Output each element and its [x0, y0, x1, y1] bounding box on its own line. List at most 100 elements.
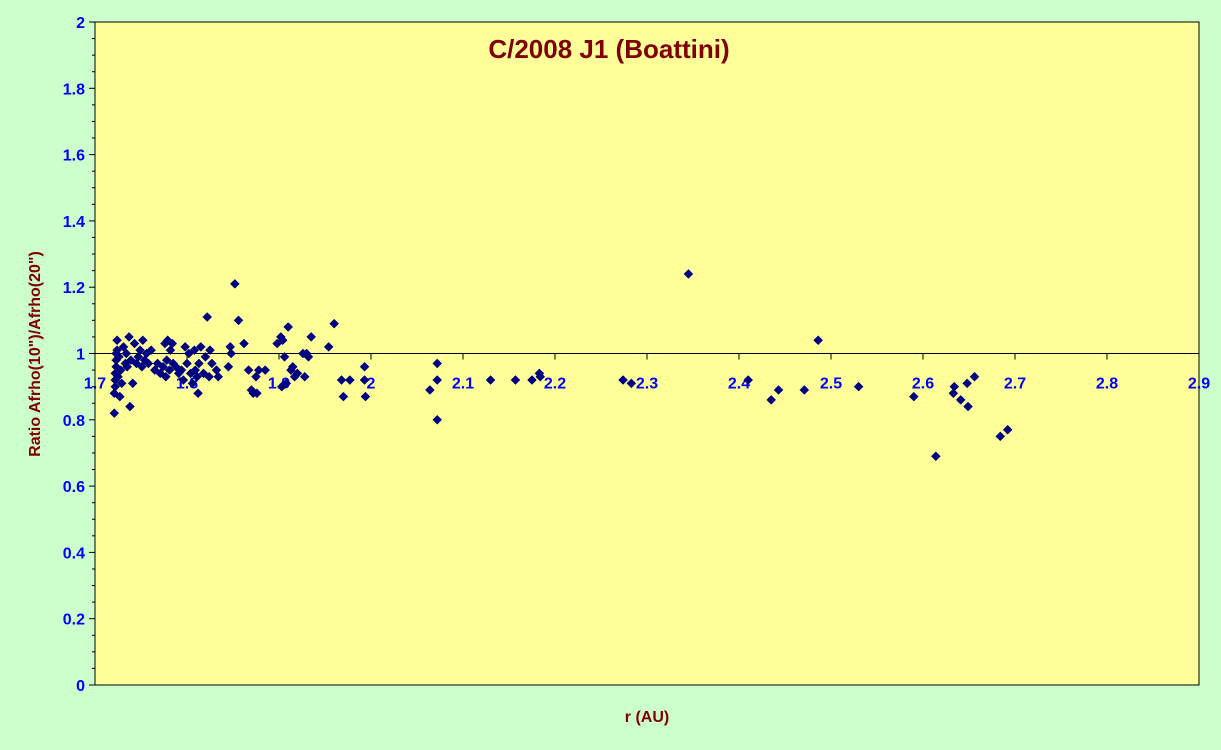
data-point	[194, 358, 204, 369]
data-point	[766, 395, 777, 405]
data-point	[110, 381, 121, 392]
data-point	[127, 378, 138, 389]
y-tick-label: 2	[76, 15, 85, 32]
data-point	[799, 385, 810, 395]
x-tick-label: 2.1	[452, 376, 474, 393]
data-point	[182, 358, 192, 369]
data-point	[360, 391, 371, 402]
data-point	[124, 332, 134, 342]
data-point	[338, 391, 349, 402]
data-point	[164, 365, 175, 375]
data-point	[683, 269, 694, 279]
data-point	[135, 345, 145, 356]
x-tick-label: 2.3	[636, 376, 658, 393]
x-tick-label: 2.2	[544, 376, 566, 393]
data-point	[129, 338, 140, 349]
y-tick-label: 0.2	[63, 612, 85, 629]
x-axis-label: r (AU)	[625, 709, 669, 726]
data-point	[112, 335, 122, 346]
data-point	[251, 371, 261, 382]
data-point	[955, 395, 966, 405]
data-point	[432, 414, 443, 425]
chart-title: C/2008 J1 (Boattini)	[488, 34, 729, 64]
data-point	[260, 365, 271, 375]
y-axis-label: Ratio Afrho(10")/Afrho(20")	[27, 251, 44, 457]
data-point	[626, 378, 637, 389]
data-point	[281, 378, 292, 389]
data-point	[279, 351, 290, 362]
data-point	[773, 385, 784, 395]
data-point	[303, 351, 314, 362]
y-tick-label: 1.6	[63, 148, 85, 165]
data-point	[853, 381, 864, 392]
data-point	[137, 335, 148, 346]
data-point	[143, 358, 154, 369]
x-tick-label: 2.8	[1096, 376, 1118, 393]
data-point	[178, 375, 189, 385]
data-point	[287, 361, 298, 372]
data-point	[114, 391, 125, 402]
data-point	[359, 375, 370, 385]
data-point	[125, 401, 135, 412]
data-point	[189, 345, 200, 356]
data-point	[527, 375, 537, 385]
data-point	[206, 358, 217, 369]
data-point	[908, 391, 919, 402]
data-point	[485, 375, 496, 385]
data-point	[195, 342, 206, 352]
data-point	[161, 355, 172, 365]
data-point	[283, 322, 294, 332]
data-point	[160, 371, 171, 382]
data-point	[252, 388, 262, 399]
data-point	[239, 338, 249, 349]
y-tick-label: 0.8	[63, 413, 85, 430]
data-point	[432, 358, 443, 369]
data-point	[432, 375, 443, 385]
data-point	[226, 348, 237, 359]
x-tick-label: 2.9	[1188, 376, 1210, 393]
y-tick-label: 0.6	[63, 479, 85, 496]
data-point	[113, 371, 123, 382]
x-tick-label: 2.6	[912, 376, 934, 393]
data-point	[243, 365, 254, 375]
y-tick-label: 1.4	[63, 214, 85, 231]
data-point	[109, 408, 120, 419]
data-point	[1002, 424, 1013, 435]
data-point	[969, 371, 980, 382]
data-point	[425, 385, 435, 395]
x-tick-label: 2.7	[1004, 376, 1026, 393]
data-point	[187, 378, 198, 389]
y-tick-label: 1.8	[63, 81, 85, 98]
y-tick-label: 0.4	[63, 545, 85, 562]
data-point	[233, 315, 244, 326]
data-point	[510, 375, 521, 385]
data-point	[299, 371, 310, 382]
data-point	[158, 361, 168, 372]
data-point	[180, 342, 191, 352]
data-point	[323, 342, 334, 352]
data-point	[253, 365, 264, 375]
x-tick-label: 2	[367, 376, 376, 393]
data-point	[202, 312, 213, 322]
data-point	[116, 378, 127, 389]
data-point	[213, 371, 224, 382]
data-point	[146, 345, 156, 356]
data-point	[229, 279, 240, 289]
data-point	[137, 361, 147, 372]
data-point	[963, 401, 973, 412]
data-point	[813, 335, 823, 346]
data-point	[329, 318, 340, 329]
data-point	[949, 381, 960, 392]
data-point	[121, 348, 132, 359]
data-point	[193, 388, 203, 399]
x-tick-label: 2.5	[820, 376, 842, 393]
data-point	[359, 361, 370, 372]
data-point	[931, 451, 941, 462]
data-point	[205, 345, 215, 356]
data-point	[167, 338, 178, 349]
data-point	[306, 332, 317, 342]
data-point	[948, 388, 959, 399]
data-point	[192, 371, 202, 382]
